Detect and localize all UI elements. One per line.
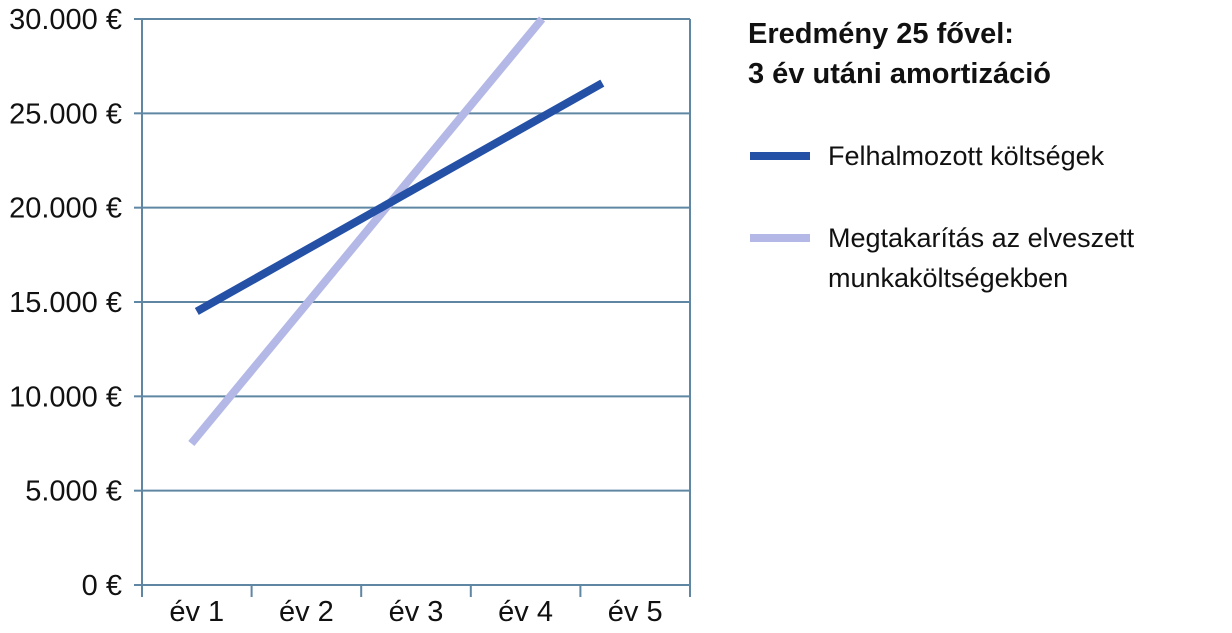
- legend-swatch-felhalmozott-koltsegek: [750, 152, 810, 160]
- xtick-label-1: év 2: [279, 596, 334, 628]
- ytick-label-4: 20.000 €: [9, 193, 122, 225]
- legend-label-megtakaritas-line-1: Megtakarítás az elveszett: [828, 223, 1135, 253]
- ytick-label-3: 15.000 €: [9, 287, 122, 319]
- ytick-label-5: 25.000 €: [9, 98, 122, 130]
- ytick-label-0: 0 €: [82, 570, 122, 602]
- chart-title-line-1: Eredmény 25 fővel:: [748, 18, 1014, 50]
- xtick-label-2: év 3: [389, 596, 444, 628]
- grid: [134, 18, 691, 597]
- xtick-label-4: év 5: [608, 596, 663, 628]
- series-line-1: [188, 16, 546, 447]
- ytick-label-1: 5.000 €: [25, 476, 122, 508]
- y-axis-tick-labels: 0 € 5.000 € 10.000 € 15.000 € 20.000 € 25.000…: [9, 4, 122, 602]
- ytick-label-6: 30.000 €: [9, 4, 122, 36]
- legend-label-megtakaritas-line-2: munkaköltségekben: [828, 263, 1069, 293]
- chart-title: Eredmény 25 fővel: 3 év utáni amortizáci…: [748, 14, 1051, 94]
- legend-label-felhalmozott-koltsegek: Felhalmozott költségek: [828, 141, 1105, 171]
- series-lines: [188, 16, 605, 447]
- legend-swatch-megtakaritas: [750, 234, 810, 242]
- ytick-label-2: 10.000 €: [9, 381, 122, 413]
- xtick-label-3: év 4: [498, 596, 553, 628]
- line-chart: 0 € 5.000 € 10.000 € 15.000 € 20.000 € 25.000…: [9, 4, 691, 628]
- x-axis-tick-labels: év 1 év 2 év 3 év 4 év 5: [169, 596, 662, 628]
- series-line-0: [194, 79, 605, 315]
- chart-title-line-2: 3 év utáni amortizáció: [748, 58, 1051, 90]
- xtick-label-0: év 1: [169, 596, 224, 628]
